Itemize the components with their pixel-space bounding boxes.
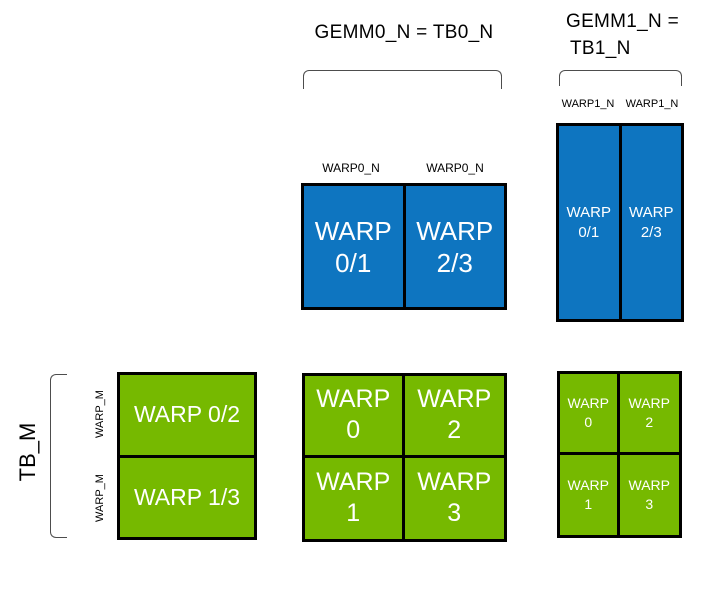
warp-cell-line2: 2: [447, 416, 462, 445]
warp-cell-line1: WARP: [629, 203, 674, 221]
warp-cell-line1: WARP: [416, 215, 494, 246]
warp-cell-line2: 2/3: [436, 247, 473, 278]
gemm0-n-bracket: [303, 70, 502, 89]
gemm1-warp-01-cell: WARP 0/1: [559, 126, 622, 319]
gemm1-n-title-line2: TB1_N: [570, 38, 631, 59]
gemm1-warp-23-cell: WARP 2/3: [621, 126, 681, 319]
warp1-n-label-right: WARP1_N: [625, 98, 679, 110]
warp-cell-line1: WARP: [316, 385, 391, 414]
warp-cell-line1: WARP: [628, 476, 670, 493]
warp1-n-label-left: WARP1_N: [561, 98, 615, 110]
warp-cell-line2: 3: [447, 499, 462, 528]
warp-cell-line2: 1: [584, 495, 593, 512]
warp-cell-line2: 2/3: [640, 223, 662, 241]
warp-0-cell: WARP 0: [305, 376, 405, 458]
warp-cell-line1: WARP: [567, 476, 609, 493]
gemm1-n-title-line1: GEMM1_N =: [566, 11, 680, 32]
warp-3-cell: WARP 3: [404, 457, 504, 539]
warp0-n-label-left: WARP0_N: [322, 161, 380, 175]
gemm0-warp-23-cell: WARP 2/3: [405, 186, 504, 307]
gemm1-n-bracket: [559, 70, 682, 86]
tb-m-bracket: [50, 374, 67, 538]
gemm1-n-title: GEMM1_N = TB1_N: [566, 8, 716, 62]
warp-cell-line2: 3: [645, 495, 654, 512]
warp-cell-line1: WARP: [417, 385, 492, 414]
warp-02-row-cell: WARP 0/2: [120, 375, 254, 458]
warp-1-cell: WARP 1: [560, 454, 620, 535]
warp0-n-label-right: WARP0_N: [426, 161, 484, 175]
warp-cell-line2: 2: [645, 413, 654, 430]
warp-cell-line1: WARP: [314, 215, 392, 246]
warp-m-label-bottom: WARP_M: [94, 474, 106, 522]
gemm0-n-tile: WARP 0/1 WARP 2/3: [301, 183, 507, 310]
warp-cell-line1: WARP: [566, 203, 611, 221]
warp-m-label-top: WARP_M: [94, 390, 106, 438]
tb-m-label: TB_M: [15, 422, 40, 482]
warp-cell-line2: 1: [346, 499, 361, 528]
gemm0-warp-01-cell: WARP 0/1: [304, 186, 406, 307]
warp-2-cell: WARP 2: [619, 374, 679, 455]
warp-1-cell: WARP 1: [305, 457, 405, 539]
warp-cell-line1: WARP: [316, 468, 391, 497]
warp-0-cell: WARP 0: [560, 374, 620, 455]
warp-cell-line1: WARP: [567, 394, 609, 411]
warp-13-row-cell: WARP 1/3: [120, 457, 254, 537]
warp-cell-line1: WARP: [628, 394, 670, 411]
tb-m-tile: WARP 0/2 WARP 1/3: [117, 372, 257, 540]
warp-3-cell: WARP 3: [619, 454, 679, 535]
gemm1-n-tile: WARP 0/1 WARP 2/3: [556, 123, 684, 322]
warp-cell-line1: WARP: [417, 468, 492, 497]
warp-cell-line2: 0: [584, 413, 593, 430]
warp-cell-line2: 0: [346, 416, 361, 445]
gemm0-warp-grid: WARP 0 WARP 2 WARP 1 WARP 3: [302, 373, 507, 542]
warp-cell-line2: 0/1: [578, 223, 600, 241]
warp-cell-line2: 0/1: [335, 247, 372, 278]
gemm0-n-title: GEMM0_N = TB0_N: [314, 22, 494, 43]
gemm1-warp-grid: WARP 0 WARP 2 WARP 1 WARP 3: [557, 371, 682, 538]
warp-2-cell: WARP 2: [404, 376, 504, 458]
